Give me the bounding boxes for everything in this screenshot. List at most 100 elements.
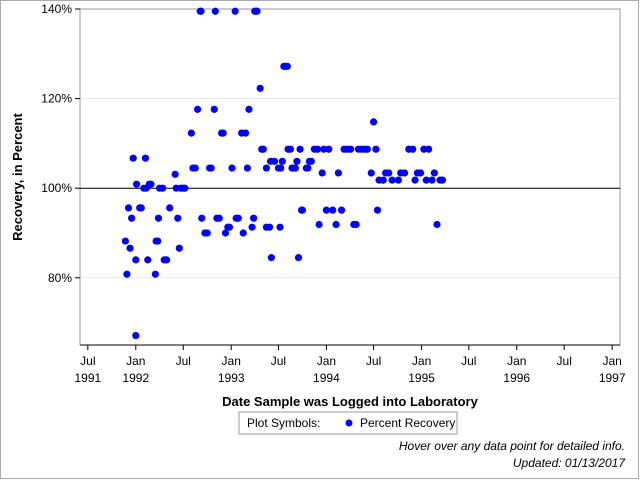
data-point[interactable]: 1991-12-16: 93.3%: [128, 214, 136, 222]
data-point[interactable]: 1993-05-28: 91.3%: [265, 223, 274, 231]
data-point[interactable]: 1992-01-01: 84%: [132, 256, 140, 264]
data-point[interactable]: 1991-12-04: 95.6%: [124, 204, 133, 212]
data-point[interactable]: 1994-01-25: 95.1%: [329, 206, 337, 214]
data-point[interactable]: 1993-11-04: 106%: [307, 157, 315, 165]
data-point[interactable]: 1992-12-01: 112.3%: [219, 129, 227, 137]
data-point[interactable]: 1992-12-25: 91.3%: [225, 223, 234, 231]
data-point[interactable]: 1992-04-28: 84%: [162, 256, 171, 264]
data-point[interactable]: 1992-06-10: 93.3%: [174, 214, 182, 222]
data-points[interactable]: 1991-11-22: 88.2% 1991-11-28: 80.8% 1991-1…: [121, 7, 447, 340]
data-point[interactable]: 1992-10-28: 117.6%: [210, 105, 218, 113]
data-point[interactable]: 1992-10-16: 104.5%: [207, 164, 215, 172]
data-point[interactable]: 1994-10-04: 101.8%: [394, 176, 402, 184]
data-point[interactable]: 1994-11-28: 108.7%: [409, 145, 417, 153]
data-point[interactable]: 1993-06-16: 106%: [270, 157, 279, 165]
data-point[interactable]: 1994-01-10: 108.7%: [325, 145, 333, 153]
data-point[interactable]: 1994-06-22: 103.4%: [367, 169, 375, 177]
data-point[interactable]: 1994-02-28: 95.1%: [337, 206, 346, 214]
data-point[interactable]: 1993-03-22: 91.3%: [248, 223, 256, 231]
data-point[interactable]: 1993-02-25: 112.3%: [241, 129, 250, 137]
data-point[interactable]: 1992-09-10: 93.3%: [198, 214, 206, 222]
data-point[interactable]: 1992-05-31: 103.1%: [171, 170, 179, 178]
data-point[interactable]: 1995-01-19: 101.8%: [422, 176, 430, 184]
data-point[interactable]: 1992-02-16: 84%: [144, 256, 152, 264]
data-point[interactable]: 1992-11-01: 139.5%: [211, 7, 219, 15]
data-point[interactable]: 1992-01-04: 100.9%: [132, 180, 141, 188]
data-point[interactable]: 1993-03-10: 117.6%: [245, 105, 253, 113]
data-point[interactable]: 1993-09-22: 108.7%: [296, 145, 304, 153]
data-point[interactable]: 1993-12-04: 91.9%: [315, 220, 323, 229]
data-point[interactable]: 1992-06-16: 86.6%: [175, 244, 183, 252]
data-point[interactable]: 1995-03-22: 101.8%: [438, 176, 447, 184]
data-point[interactable]: 1994-04-04: 108.7%: [347, 145, 355, 153]
data-point[interactable]: 1992-03-25: 88.2%: [154, 237, 162, 245]
data-point[interactable]: 1991-12-10: 86.6%: [126, 244, 134, 252]
x-tick-year-label: 1997: [599, 371, 626, 385]
data-point[interactable]: 1995-01-28: 108.7%: [425, 145, 433, 153]
data-point[interactable]: 1993-10-01: 95.1%: [298, 206, 307, 214]
data-point[interactable]: 1993-08-16: 108.7%: [286, 145, 295, 153]
data-point[interactable]: 1992-07-07: 100%: [181, 184, 189, 192]
x-tick-year-label: 1993: [218, 371, 245, 385]
data-point[interactable]: 1993-09-16: 84.5%: [294, 254, 303, 262]
data-point[interactable]: 1994-07-01: 114.8%: [369, 118, 378, 126]
data-point[interactable]: 1991-12-22: 106.7%: [129, 154, 137, 162]
data-point[interactable]: 1993-05-16: 104.5%: [262, 164, 271, 172]
data-point[interactable]: 1992-09-07: 139.5%: [197, 7, 205, 15]
data-point[interactable]: 1994-04-25: 91.9%: [352, 220, 360, 229]
data-point[interactable]: 1994-07-10: 108.7%: [372, 145, 380, 153]
data-point[interactable]: 1991-11-22: 88.2%: [121, 237, 129, 245]
data-point[interactable]: 1993-07-16: 106%: [278, 157, 286, 165]
data-point[interactable]: 1992-02-07: 106.7%: [141, 154, 150, 162]
data-point[interactable]: 1994-06-07: 108.7%: [363, 145, 371, 153]
data-point[interactable]: 1991-11-28: 80.8%: [123, 270, 131, 278]
data-point[interactable]: 1992-12-10: 90%: [221, 229, 230, 237]
data-point[interactable]: 1993-04-10: 139.5%: [253, 7, 261, 15]
data-point[interactable]: 1993-11-28: 108.7%: [313, 145, 322, 153]
data-point[interactable]: 1994-09-10: 101.8%: [388, 176, 396, 184]
data-point[interactable]: 1992-08-16: 104.5%: [191, 164, 199, 172]
data-point[interactable]: 1993-06-04: 84.5%: [267, 254, 275, 262]
data-point[interactable]: 1992-01-01: 67.1%: [132, 331, 140, 340]
data-point[interactable]: 1993-09-10: 106%: [293, 157, 301, 165]
data-point[interactable]: 1993-09-04: 104.5%: [291, 164, 299, 172]
data-point[interactable]: 1994-02-07: 91.9%: [332, 220, 340, 229]
data-point[interactable]: 1993-10-22: 104.5%: [304, 164, 312, 172]
data-point[interactable]: 1992-10-01: 90%: [203, 229, 211, 237]
data-point[interactable]: 1993-07-07: 91.3%: [276, 223, 284, 231]
data-point[interactable]: 1992-11-16: 93.3%: [215, 214, 223, 222]
data-point[interactable]: 1993-01-04: 104.5%: [228, 164, 236, 172]
data-point[interactable]: 1993-07-10: 104.5%: [277, 164, 285, 172]
data-point[interactable]: 1993-03-28: 93.3%: [250, 214, 258, 222]
data-point[interactable]: 1992-04-13: 100%: [159, 184, 167, 192]
data-point[interactable]: 1994-10-28: 103.4%: [401, 169, 409, 177]
data-point[interactable]: 1992-05-10: 95.6%: [166, 204, 174, 212]
data-point[interactable]: 1994-12-07: 101.8%: [411, 176, 419, 184]
y-axis: 80% 100% 120% 140%: [41, 2, 80, 285]
data-point[interactable]: 1993-04-22: 122.3%: [256, 84, 264, 92]
data-point[interactable]: 1992-02-28: 100.9%: [147, 180, 155, 188]
data-point[interactable]: 1992-08-25: 117.6%: [193, 105, 202, 113]
data-point[interactable]: 1994-02-16: 103.4%: [334, 169, 342, 177]
data-point[interactable]: 1993-12-16: 103.4%: [318, 169, 326, 177]
data-point[interactable]: 1992-01-22: 95.6%: [137, 204, 145, 212]
data-point[interactable]: 1994-01-01: 95.1%: [322, 206, 331, 214]
data-point[interactable]: 1993-05-04: 108.7%: [259, 145, 267, 153]
data-point[interactable]: 1993-12-22: 108.7%: [320, 145, 328, 153]
data-point[interactable]: 1995-02-10: 101.8%: [428, 176, 436, 184]
data-point[interactable]: 1995-02-19: 103.4%: [430, 169, 438, 177]
data-point[interactable]: 1994-07-16: 95.1%: [373, 206, 382, 214]
data-point[interactable]: 1994-08-07: 101.8%: [379, 176, 387, 184]
data-point[interactable]: 1993-08-04: 127.2%: [283, 62, 291, 70]
data-point[interactable]: 1993-03-04: 104.5%: [243, 164, 251, 172]
data-point[interactable]: 1993-01-16: 139.5%: [231, 7, 239, 15]
data-point[interactable]: 1994-08-28: 103.4%: [385, 169, 393, 177]
data-point[interactable]: 1994-12-28: 103.4%: [416, 169, 425, 177]
data-point[interactable]: 1993-02-16: 90%: [239, 229, 247, 237]
data-point[interactable]: 1992-08-01: 112.3%: [187, 129, 195, 137]
data-point[interactable]: 1993-01-28: 93.3%: [234, 214, 242, 222]
data-point[interactable]: 1992-03-16: 80.8%: [151, 270, 159, 278]
data-point[interactable]: 1995-03-01: 91.9%: [433, 220, 441, 229]
data-point[interactable]: 1992-03-28: 93.3%: [154, 214, 163, 222]
x-tick-label: Jul: [80, 354, 95, 368]
